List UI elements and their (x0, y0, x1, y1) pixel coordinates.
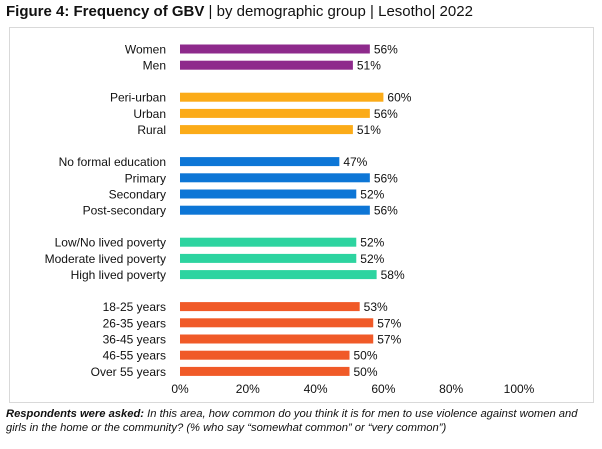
bar-post-secondary (180, 205, 370, 215)
data-label-no-formal-education: 47% (343, 155, 367, 169)
footnote-lead: Respondents were asked: (6, 408, 145, 420)
bar-moderate-lived-poverty (180, 253, 357, 263)
category-label-secondary: Secondary (109, 188, 166, 202)
data-label-women: 56% (374, 43, 398, 57)
bar-peri-urban (180, 92, 384, 102)
bar-primary (180, 173, 370, 183)
bar-urban (180, 108, 370, 118)
bar-high-lived-poverty (180, 270, 377, 280)
category-label-primary: Primary (125, 171, 166, 185)
bar-men (180, 60, 353, 70)
x-tick-label: 80% (439, 382, 463, 396)
data-label-moderate-lived-poverty: 52% (360, 252, 384, 266)
category-label-post-secondary: Post-secondary (83, 204, 166, 218)
bar-rural (180, 125, 353, 135)
category-label-rural: Rural (137, 123, 166, 137)
bar-women (180, 44, 370, 54)
data-label-secondary: 52% (360, 188, 384, 202)
category-label-46-55-years: 46-55 years (103, 349, 166, 363)
data-label-urban: 56% (374, 107, 398, 121)
data-label-rural: 51% (357, 123, 381, 137)
category-label-men: Men (143, 59, 166, 73)
figure-title: Figure 4: Frequency of GBV | by demograp… (6, 3, 473, 20)
data-label-36-45-years: 57% (377, 333, 401, 347)
data-label-low-no-lived-poverty: 52% (360, 236, 384, 250)
bar-36-45-years (180, 334, 374, 344)
category-label-over-55-years: Over 55 years (91, 365, 166, 379)
data-label-46-55-years: 50% (354, 349, 378, 363)
category-label-low-no-lived-poverty: Low/No lived poverty (55, 236, 166, 250)
data-label-over-55-years: 50% (354, 365, 378, 379)
bar-26-35-years (180, 318, 374, 328)
x-tick-label: 100% (504, 382, 535, 396)
category-label-high-lived-poverty: High lived poverty (71, 268, 166, 282)
bar-over-55-years (180, 366, 350, 376)
category-label-urban: Urban (133, 107, 166, 121)
data-label-peri-urban: 60% (387, 91, 411, 105)
x-tick-label: 40% (304, 382, 328, 396)
data-label-26-35-years: 57% (377, 316, 401, 330)
chart-frame: Women 56% Men 51% Peri-urban 60% Urban 56% Rural… (9, 27, 594, 403)
bar-low-no-lived-poverty (180, 237, 357, 247)
chart: Women 56% Men 51% Peri-urban 60% Urban 56% Rural… (45, 43, 535, 397)
bar-secondary (180, 189, 357, 199)
category-label-no-formal-education: No formal education (59, 155, 166, 169)
x-tick-label: 20% (236, 382, 260, 396)
data-label-primary: 56% (374, 171, 398, 185)
category-label-moderate-lived-poverty: Moderate lived poverty (45, 252, 166, 266)
category-label-26-35-years: 26-35 years (103, 316, 166, 330)
figure-subtitle: | by demographic group | Lesotho| 2022 (204, 3, 473, 20)
footnote-text: In this area, how common do you think it… (6, 408, 578, 434)
data-label-high-lived-poverty: 58% (381, 268, 405, 282)
data-label-men: 51% (357, 59, 381, 73)
bar-18-25-years (180, 302, 360, 312)
bar-no-formal-education (180, 157, 340, 167)
footnote: Respondents were asked: In this area, ho… (6, 407, 598, 435)
x-tick-label: 60% (371, 382, 395, 396)
category-label-36-45-years: 36-45 years (103, 333, 166, 347)
category-label-18-25-years: 18-25 years (103, 300, 166, 314)
figure-label: Figure 4: Frequency of GBV (6, 3, 205, 20)
bar-46-55-years (180, 350, 350, 360)
category-label-women: Women (125, 43, 166, 57)
data-label-post-secondary: 56% (374, 204, 398, 218)
data-label-18-25-years: 53% (364, 300, 388, 314)
x-tick-label: 0% (171, 382, 189, 396)
category-label-peri-urban: Peri-urban (110, 91, 166, 105)
